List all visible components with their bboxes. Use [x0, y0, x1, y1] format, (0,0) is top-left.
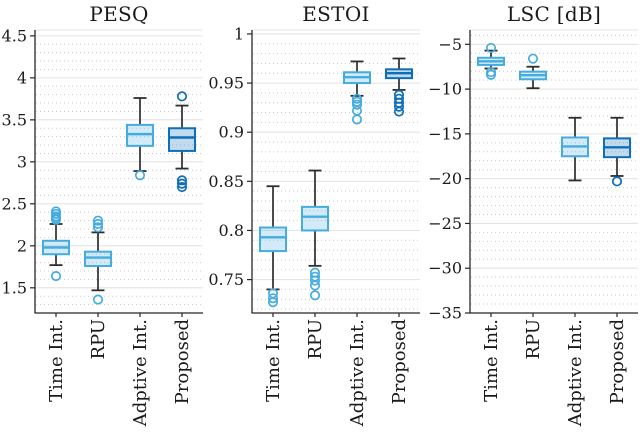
outlier-point [50, 206, 62, 217]
outlier-point [267, 297, 279, 308]
outlier-point [527, 53, 539, 64]
outlier-point [176, 91, 188, 102]
y-tick-label: 0.8 [219, 221, 244, 240]
panel-estoi: Time Int. RPU Adptive Int. Proposed 0.75 0.8 0… [208, 24, 420, 427]
chart-title-pesq: PESQ [89, 2, 149, 26]
outlier-point [351, 93, 363, 104]
y-tick-label: 2.5 [2, 194, 27, 213]
outlier-point [611, 176, 623, 187]
outlier-point [309, 280, 321, 291]
box-proposed [168, 91, 196, 193]
box-proposed [603, 116, 631, 187]
outlier-point [267, 293, 279, 304]
minor-gridlines [471, 34, 638, 305]
iqr-box [259, 226, 287, 253]
y-tick-label: 4.5 [2, 26, 27, 45]
box-adptive-int [561, 116, 589, 182]
outlier-point [309, 275, 321, 286]
x-category-label: Time Int. [481, 319, 502, 402]
x-category-label: Adptive Int. [130, 319, 151, 427]
outlier-point [176, 181, 188, 193]
outlier-point [134, 170, 146, 181]
outlier-point [176, 175, 188, 186]
x-category-label: Proposed [172, 319, 193, 404]
y-tick-label: −5 [438, 35, 462, 54]
box-time-int [259, 185, 287, 308]
x-category-label: Time Int. [263, 319, 284, 402]
y-tick-label: −20 [428, 169, 462, 188]
outlier-point [351, 105, 363, 116]
y-tick-label: 3 [17, 152, 27, 171]
outlier-point [92, 215, 104, 226]
y-tick-label: −30 [428, 259, 462, 278]
panel-lsc-db: Time Int. RPU Adptive Int. Proposed −35 −30 −2… [428, 29, 638, 427]
outlier-point [485, 42, 497, 53]
box-adptive-int [343, 60, 371, 125]
iqr-box [168, 127, 196, 152]
outlier-point [485, 69, 497, 80]
panel-pesq: Time Int. RPU Adptive Int. Proposed 1.5 2 2.5 3… [2, 26, 203, 427]
y-tick-label: 3.5 [2, 110, 27, 129]
major-gridlines [35, 29, 203, 289]
y-tick-label: 0.75 [208, 270, 244, 289]
x-category-label: Adptive Int. [347, 319, 368, 427]
y-tick-label: 1.5 [2, 278, 27, 297]
iqr-box [301, 205, 329, 232]
outlier-point [351, 114, 363, 125]
box-adptive-int [126, 97, 154, 181]
outlier-point [92, 294, 104, 305]
y-tick-label: −35 [428, 304, 462, 323]
box-rpu [84, 215, 112, 305]
y-tick-label: 0.95 [208, 74, 244, 93]
y-tick-label: 2 [17, 236, 27, 255]
outlier-point [176, 178, 188, 189]
box-rpu [301, 169, 329, 301]
y-tick-label: 1 [234, 24, 244, 43]
y-tick-label: 4 [17, 68, 27, 87]
outlier-point [50, 271, 62, 282]
outlier-point [351, 99, 363, 110]
chart-title-lsc: LSC [dB] [506, 2, 602, 26]
chart-title-estoi: ESTOI [302, 2, 370, 26]
box-proposed [385, 57, 413, 117]
y-tick-label: 0.9 [219, 123, 244, 142]
box-time-int [477, 42, 505, 80]
x-category-label: RPU [523, 319, 544, 360]
iqr-box [126, 123, 154, 147]
box-rpu [519, 53, 547, 90]
y-tick-label: 0.85 [208, 172, 244, 191]
y-tick-label: −10 [428, 80, 462, 99]
y-tick-label: −25 [428, 214, 462, 233]
outlier-point [309, 290, 321, 301]
x-category-label: Proposed [607, 319, 628, 404]
box-time-int [42, 206, 70, 282]
x-category-label: Adptive Int. [565, 319, 586, 427]
x-category-label: Time Int. [46, 319, 67, 402]
y-tick-label: −15 [428, 124, 462, 143]
x-category-label: Proposed [389, 319, 410, 404]
major-gridlines [470, 29, 638, 269]
iqr-box [84, 250, 112, 267]
outlier-point [393, 106, 405, 117]
outlier-point [393, 101, 405, 112]
outlier-point [92, 222, 104, 233]
x-category-label: RPU [88, 319, 109, 360]
x-category-label: RPU [305, 319, 326, 360]
outlier-point [92, 218, 104, 230]
major-gridlines [252, 29, 420, 281]
